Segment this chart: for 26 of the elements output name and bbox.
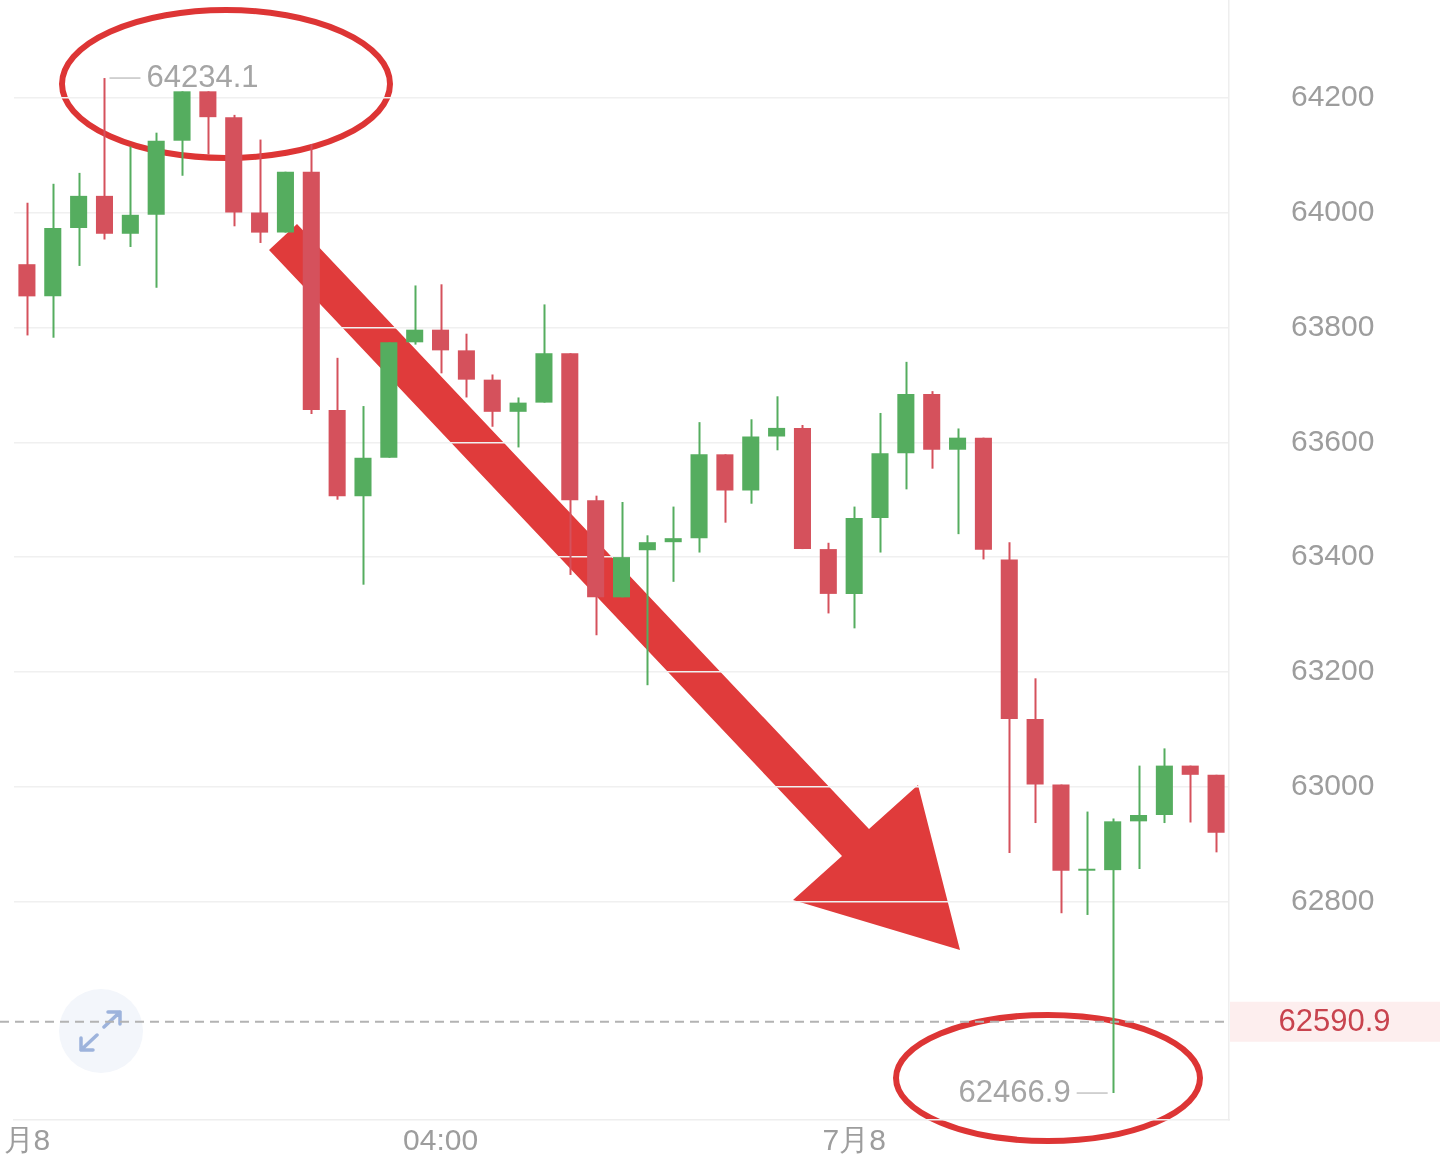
candlestick	[509, 396, 527, 449]
candlestick	[121, 145, 139, 248]
candlestick	[1078, 810, 1096, 916]
x-tick-label: 04:00	[403, 1123, 479, 1157]
candlestick	[406, 284, 424, 346]
annotation: 64234.1	[146, 58, 259, 94]
ref-line-label: 62590.9	[1278, 1003, 1391, 1039]
y-tick-label: 63800	[1291, 308, 1375, 342]
candlestick	[949, 427, 967, 536]
candlestick	[768, 395, 786, 452]
candlestick	[638, 534, 656, 687]
y-tick-label: 62800	[1291, 883, 1375, 917]
y-tick-label: 64200	[1291, 78, 1375, 112]
y-tick-label: 64000	[1291, 193, 1375, 227]
y-tick-label: 63400	[1291, 538, 1375, 572]
candlestick	[1129, 764, 1148, 871]
candlestick	[1181, 764, 1199, 824]
x-tick-label: 7月8	[822, 1123, 886, 1157]
y-tick-label: 63000	[1291, 768, 1375, 802]
x-tick-label: 月8	[3, 1123, 51, 1157]
candlestick	[432, 283, 450, 375]
y-tick-label: 63600	[1291, 423, 1375, 457]
annotation: 62466.9	[958, 1073, 1071, 1109]
y-tick-label: 63200	[1291, 653, 1375, 687]
candlestick	[251, 138, 269, 244]
candlestick	[664, 505, 682, 583]
